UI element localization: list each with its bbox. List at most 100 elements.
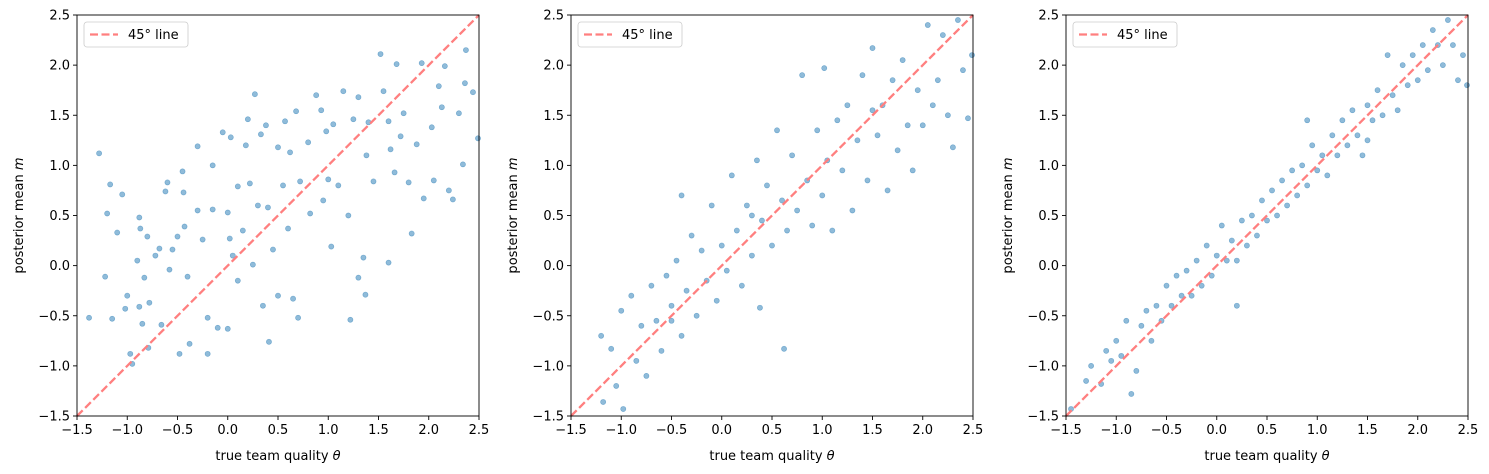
- data-point: [757, 304, 763, 311]
- data-point: [164, 179, 171, 186]
- data-point: [600, 399, 607, 405]
- data-point: [733, 227, 740, 234]
- x-axis-label-symbol: θ: [333, 449, 341, 464]
- y-tick-label: 1.0: [1038, 159, 1059, 174]
- x-tick-label: 1.0: [812, 423, 833, 438]
- data-point: [162, 188, 169, 195]
- x-tick-label: −1.5: [555, 423, 587, 438]
- y-axis-label-symbol: m: [12, 157, 27, 170]
- x-axis-label: true team quality θ: [1204, 449, 1329, 464]
- data-point: [718, 242, 725, 249]
- data-point: [244, 116, 251, 123]
- x-tick-label: −0.5: [162, 423, 194, 438]
- data-point: [385, 259, 392, 266]
- data-point: [1264, 217, 1270, 224]
- data-point: [1404, 82, 1411, 89]
- data-point: [1364, 102, 1371, 109]
- y-axis-label-text: posterior mean: [1001, 170, 1016, 273]
- data-point: [345, 212, 352, 219]
- data-point: [114, 229, 121, 236]
- data-point: [774, 127, 780, 134]
- data-point: [904, 122, 911, 129]
- data-point: [1439, 62, 1446, 69]
- data-point: [1213, 252, 1220, 259]
- data-point: [819, 192, 826, 199]
- data-point: [784, 227, 790, 234]
- x-tick-label: 2.0: [1407, 423, 1428, 438]
- legend-label: 45° line: [128, 28, 179, 43]
- y-tick-label: 1.5: [49, 109, 70, 124]
- data-point: [613, 383, 620, 389]
- data-point: [305, 139, 312, 146]
- data-point: [441, 63, 448, 70]
- data-point: [728, 172, 735, 179]
- data-point: [270, 246, 276, 253]
- data-point: [844, 102, 851, 109]
- data-point: [668, 317, 675, 324]
- x-tick-label: 0.0: [1206, 423, 1227, 438]
- data-point: [781, 345, 787, 352]
- data-point: [204, 350, 211, 357]
- x-tick-label: −0.5: [1151, 423, 1183, 438]
- data-point: [1123, 317, 1130, 324]
- data-point: [769, 242, 775, 249]
- data-point: [738, 282, 745, 289]
- data-point: [955, 17, 961, 23]
- data-point: [743, 202, 750, 209]
- data-point: [194, 207, 201, 214]
- data-point: [119, 191, 126, 198]
- y-tick-label: −1.0: [38, 359, 70, 374]
- data-point: [1304, 182, 1311, 189]
- data-point: [122, 305, 129, 312]
- data-point: [136, 214, 143, 221]
- data-point: [136, 303, 143, 310]
- data-point: [275, 292, 281, 299]
- data-point: [809, 222, 816, 229]
- data-point: [209, 162, 216, 169]
- data-point: [107, 181, 114, 188]
- y-tick-label: 0.5: [49, 209, 70, 224]
- x-tick-label: 1.0: [318, 423, 339, 438]
- subplot-3: −1.5 −1.0 −0.5 0.0 0.5 1.0 1.5 2.0 2.5 −1.5 −1.0 −0…: [1001, 9, 1478, 465]
- data-point: [144, 233, 151, 240]
- data-point: [1429, 27, 1436, 33]
- y-tick-label: 0.5: [543, 209, 564, 224]
- data-point: [242, 142, 249, 149]
- x-tick-label: 0.5: [1257, 423, 1278, 438]
- data-point: [1460, 52, 1466, 58]
- legend-label: 45° line: [1117, 28, 1168, 43]
- data-point: [293, 108, 299, 115]
- y-tick-label: −0.5: [38, 309, 70, 324]
- data-point: [397, 133, 404, 140]
- data-point: [174, 233, 181, 240]
- data-point: [1228, 237, 1235, 244]
- data-point: [814, 127, 821, 134]
- data-point: [323, 128, 330, 135]
- x-tick-label: 1.5: [368, 423, 389, 438]
- data-point: [102, 273, 109, 280]
- data-point: [209, 206, 216, 213]
- legend-label: 45° line: [622, 28, 673, 43]
- data-point: [139, 320, 146, 327]
- data-point: [1409, 52, 1416, 58]
- data-point: [643, 372, 650, 379]
- data-point: [355, 274, 362, 281]
- y-tick-label: −0.5: [1027, 309, 1059, 324]
- x-axis-label-text: true team quality: [1204, 449, 1321, 464]
- data-point: [889, 77, 896, 84]
- data-point: [127, 350, 134, 357]
- data-point: [449, 196, 456, 203]
- data-point: [455, 110, 462, 117]
- x-axis-label: true team quality θ: [215, 449, 340, 464]
- data-point: [789, 152, 795, 159]
- data-point: [418, 60, 425, 67]
- data-point: [799, 72, 806, 79]
- data-point: [179, 168, 186, 175]
- x-tick-label: 0.5: [268, 423, 289, 438]
- data-point: [258, 131, 264, 138]
- data-point: [944, 112, 951, 119]
- data-point: [438, 104, 445, 111]
- data-point: [673, 257, 680, 264]
- data-point: [470, 89, 476, 96]
